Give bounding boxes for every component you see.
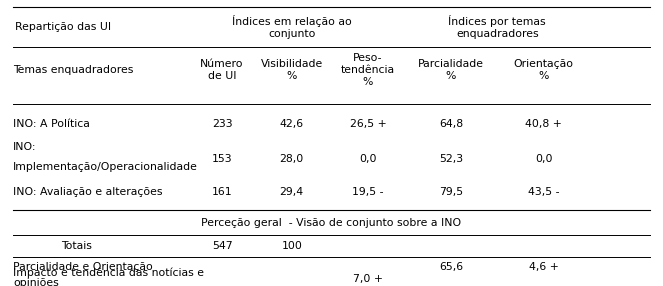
Text: INO:: INO: [13, 142, 36, 152]
Text: 42,6: 42,6 [280, 120, 304, 129]
Text: 28,0: 28,0 [280, 154, 304, 164]
Text: 0,0: 0,0 [359, 154, 377, 164]
Text: Número
de UI: Número de UI [200, 59, 244, 81]
Text: 4,6 +: 4,6 + [528, 262, 559, 272]
Text: 0,0: 0,0 [535, 154, 552, 164]
Text: Índices em relação ao
conjunto: Índices em relação ao conjunto [232, 15, 351, 39]
Text: 29,4: 29,4 [280, 187, 304, 196]
Text: Totais: Totais [61, 241, 91, 251]
Text: Visibilidade
%: Visibilidade % [261, 59, 323, 81]
Text: 7,0 +: 7,0 + [353, 274, 383, 284]
Text: Perceção geral  - Visão de conjunto sobre a INO: Perceção geral - Visão de conjunto sobre… [202, 218, 461, 228]
Text: Peso-
tendência
%: Peso- tendência % [341, 53, 395, 87]
Text: Orientação
%: Orientação % [514, 59, 573, 81]
Text: Impacto e tendência das notícias e: Impacto e tendência das notícias e [13, 268, 204, 278]
Text: 65,6: 65,6 [439, 262, 463, 272]
Text: 52,3: 52,3 [439, 154, 463, 164]
Text: opiniões: opiniões [13, 278, 59, 286]
Text: 153: 153 [211, 154, 233, 164]
Text: 161: 161 [211, 187, 233, 196]
Text: 64,8: 64,8 [439, 120, 463, 129]
Text: Índices por temas
enquadradores: Índices por temas enquadradores [448, 15, 546, 39]
Text: 43,5 -: 43,5 - [528, 187, 560, 196]
Text: 19,5 -: 19,5 - [352, 187, 384, 196]
Text: 233: 233 [211, 120, 233, 129]
Text: INO: Avaliação e alterações: INO: Avaliação e alterações [13, 187, 162, 196]
Text: 79,5: 79,5 [439, 187, 463, 196]
Text: 40,8 +: 40,8 + [525, 120, 562, 129]
Text: 26,5 +: 26,5 + [349, 120, 387, 129]
Text: 100: 100 [281, 241, 302, 251]
Text: Implementação/Operacionalidade: Implementação/Operacionalidade [13, 162, 198, 172]
Text: 547: 547 [211, 241, 233, 251]
Text: INO: A Política: INO: A Política [13, 120, 90, 129]
Text: Repartição das UI: Repartição das UI [15, 22, 111, 32]
Text: Parcialidade e Orientação: Parcialidade e Orientação [13, 262, 153, 272]
Text: Temas enquadradores: Temas enquadradores [13, 65, 134, 75]
Text: Parcialidade
%: Parcialidade % [418, 59, 484, 81]
